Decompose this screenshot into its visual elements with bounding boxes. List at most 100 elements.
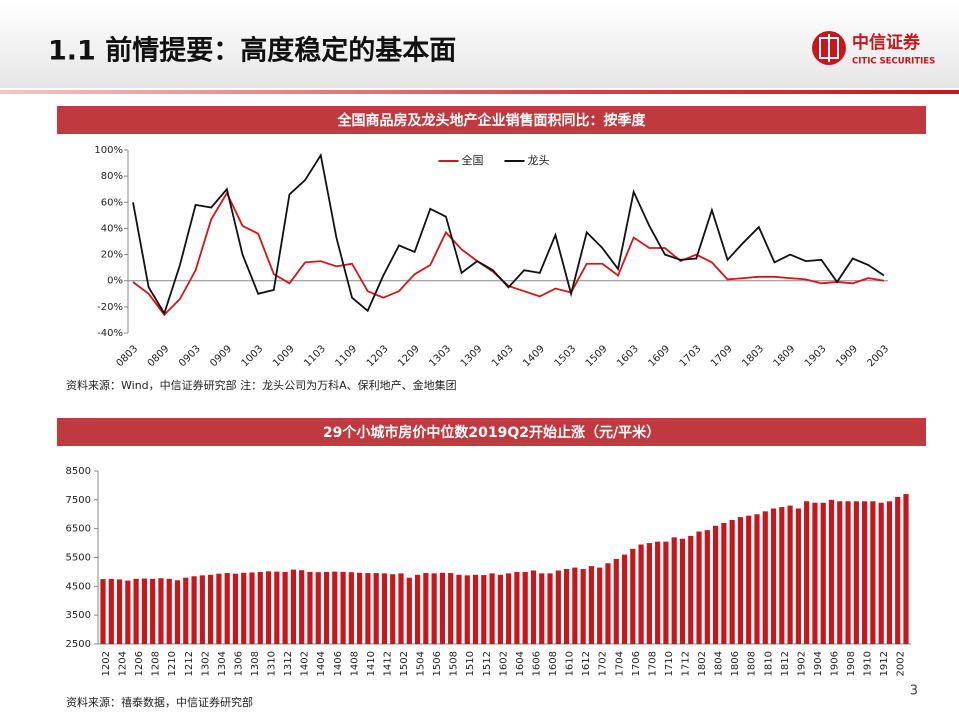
x-tick-label: 1702 bbox=[598, 651, 609, 676]
bar bbox=[108, 578, 114, 644]
x-tick-label: 1903 bbox=[803, 343, 829, 369]
bar bbox=[390, 574, 396, 644]
x-tick-label: 1009 bbox=[271, 343, 297, 369]
bar bbox=[323, 571, 330, 644]
bar bbox=[166, 578, 172, 644]
bar bbox=[241, 572, 247, 644]
bar bbox=[787, 505, 793, 644]
x-tick-label: 1212 bbox=[184, 651, 195, 676]
x-tick-label: 1512 bbox=[482, 651, 493, 676]
x-tick-label: 1606 bbox=[531, 651, 542, 676]
x-tick-label: 1703 bbox=[678, 343, 704, 369]
bar bbox=[555, 570, 561, 644]
bar bbox=[853, 501, 859, 644]
bar bbox=[580, 569, 586, 644]
x-tick-label: 1509 bbox=[584, 343, 610, 369]
bar bbox=[903, 494, 909, 644]
x-tick-label: 1712 bbox=[680, 651, 691, 676]
y-tick-label: 40% bbox=[101, 223, 123, 234]
x-tick-label: 1408 bbox=[349, 651, 360, 676]
x-tick-label: 1206 bbox=[134, 651, 145, 676]
series-line bbox=[132, 152, 885, 316]
bar bbox=[224, 573, 230, 644]
source-note: 资料来源：禧泰数据，中信证券研究部 bbox=[66, 695, 253, 709]
legend-label: 全国 bbox=[462, 153, 484, 167]
x-tick-label: 1209 bbox=[396, 343, 422, 369]
x-tick-label: 1910 bbox=[863, 651, 874, 676]
x-tick-label: 1708 bbox=[647, 651, 658, 676]
x-tick-label: 1202 bbox=[101, 651, 112, 676]
x-tick-label: 1312 bbox=[283, 651, 294, 676]
x-tick-label: 1810 bbox=[763, 651, 774, 676]
header-bg bbox=[0, 0, 959, 88]
x-tick-label: 1304 bbox=[217, 651, 228, 676]
y-tick-label: 60% bbox=[101, 197, 123, 208]
bar bbox=[762, 511, 768, 644]
bar bbox=[870, 501, 876, 644]
bar bbox=[804, 501, 810, 644]
bar bbox=[472, 574, 479, 644]
bar bbox=[431, 573, 437, 644]
x-tick-label: 1706 bbox=[631, 651, 642, 676]
x-tick-label: 1603 bbox=[615, 343, 641, 369]
bar bbox=[464, 575, 470, 644]
bar bbox=[638, 544, 644, 644]
x-tick-label: 1906 bbox=[829, 651, 840, 676]
bar bbox=[671, 537, 677, 644]
bar bbox=[895, 496, 901, 644]
y-tick-label: 20% bbox=[101, 250, 123, 261]
bar bbox=[481, 575, 487, 644]
chart-title: 29个小城市房价中位数2019Q2开始止涨（元/平米） bbox=[323, 424, 660, 441]
bar bbox=[530, 570, 537, 644]
x-tick-label: 1309 bbox=[459, 343, 485, 369]
bar bbox=[133, 578, 139, 644]
bar bbox=[290, 569, 297, 644]
chart-title: 全国商品房及龙头地产企业销售面积同比：按季度 bbox=[337, 112, 647, 129]
bar bbox=[514, 571, 520, 644]
x-tick-label: 1710 bbox=[664, 651, 675, 676]
bar bbox=[704, 530, 710, 644]
y-tick-label: 80% bbox=[101, 171, 123, 182]
header-rule bbox=[0, 90, 959, 94]
bar bbox=[100, 579, 106, 644]
x-tick-label: 1704 bbox=[614, 651, 625, 676]
bar bbox=[597, 567, 603, 644]
x-tick-label: 1303 bbox=[427, 343, 453, 369]
bar bbox=[613, 558, 619, 644]
x-tick-label: 1902 bbox=[796, 651, 807, 676]
bar bbox=[621, 554, 628, 644]
x-tick-label: 1806 bbox=[730, 651, 741, 676]
bar bbox=[737, 517, 744, 644]
y-tick-label: 4500 bbox=[66, 581, 91, 592]
bar bbox=[208, 574, 214, 644]
x-tick-label: 0809 bbox=[146, 343, 172, 369]
x-tick-label: 1506 bbox=[432, 651, 443, 676]
bar bbox=[183, 577, 189, 644]
x-tick-label: 0909 bbox=[208, 343, 234, 369]
x-tick-label: 0903 bbox=[177, 343, 203, 369]
source-note: 资料来源：Wind，中信证券研究部 注：龙头公司为万科A、保利地产、金地集团 bbox=[66, 378, 457, 392]
x-tick-label: 1709 bbox=[709, 343, 735, 369]
bar bbox=[770, 508, 777, 644]
bar bbox=[605, 563, 611, 644]
bar bbox=[506, 573, 512, 644]
bar bbox=[174, 580, 181, 644]
chart-title-banner bbox=[57, 106, 926, 134]
bar bbox=[423, 573, 429, 644]
bar bbox=[373, 573, 379, 644]
x-tick-label: 1410 bbox=[366, 651, 377, 676]
bar bbox=[572, 567, 578, 644]
bar bbox=[547, 573, 553, 644]
x-tick-label: 1103 bbox=[302, 343, 328, 369]
bar bbox=[795, 508, 801, 644]
x-tick-label: 1808 bbox=[747, 651, 758, 676]
bar bbox=[150, 578, 156, 644]
bar bbox=[729, 520, 735, 644]
bar bbox=[340, 571, 346, 644]
bar bbox=[406, 577, 412, 644]
bar bbox=[307, 571, 313, 644]
x-tick-label: 1404 bbox=[316, 651, 327, 676]
bar bbox=[688, 535, 694, 644]
logo-text: 中信证券 bbox=[852, 32, 921, 53]
